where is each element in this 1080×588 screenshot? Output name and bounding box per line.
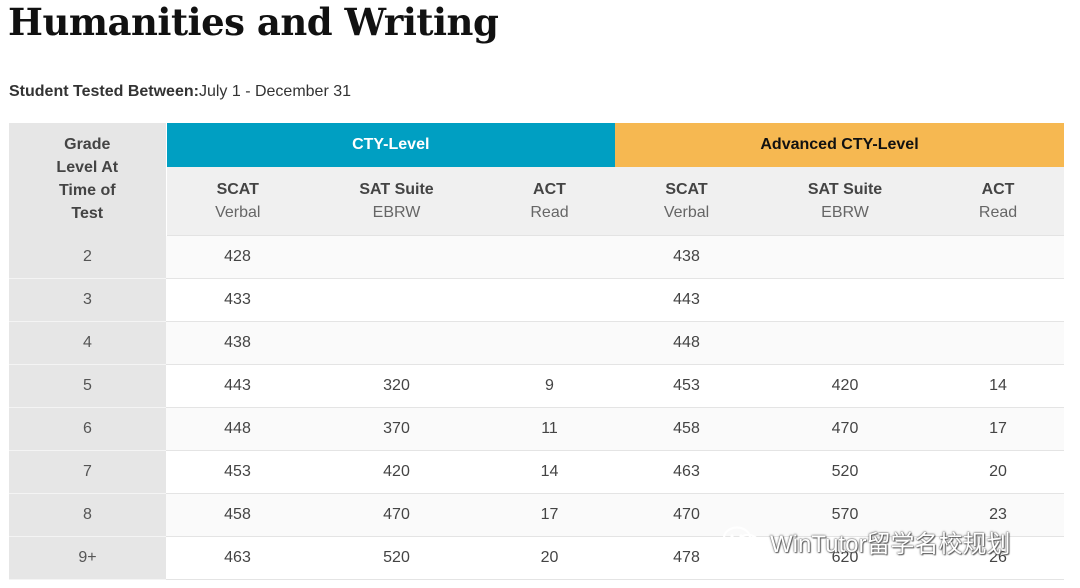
- column-header-subtitle: Verbal: [215, 204, 261, 221]
- score-cell: 470: [758, 407, 932, 451]
- column-header: SAT Suite EBRW: [309, 167, 484, 236]
- score-cell: 520: [758, 450, 932, 494]
- score-cell: [484, 278, 615, 322]
- score-cell: [758, 235, 932, 279]
- page-title: Humanities and Writing: [8, 0, 499, 44]
- score-cell: [758, 278, 932, 322]
- column-header: SCAT Verbal: [166, 167, 309, 236]
- column-header-title: SAT Suite: [359, 181, 434, 198]
- score-cell: 443: [166, 364, 309, 408]
- score-cell: 448: [615, 321, 758, 365]
- score-cell: 370: [309, 407, 484, 451]
- score-cell: 14: [932, 364, 1065, 408]
- grade-cell: 7: [9, 450, 166, 494]
- tested-value: July 1 - December 31: [198, 83, 352, 100]
- column-header-subtitle: EBRW: [372, 204, 421, 221]
- score-cell: 433: [166, 278, 309, 322]
- score-cell: [309, 235, 484, 279]
- column-header-subtitle: Read: [978, 204, 1018, 221]
- score-cell: 23: [932, 493, 1065, 537]
- score-cell: [309, 278, 484, 322]
- column-header-subtitle: EBRW: [821, 204, 869, 221]
- score-table: Grade Level At Time of Test CTY-Level Ad…: [9, 123, 1065, 580]
- grade-cell: 5: [9, 364, 166, 408]
- tested-between: Student Tested Between:July 1 - December…: [9, 83, 351, 101]
- score-cell: 470: [615, 493, 758, 537]
- grade-column-header: Grade Level At Time of Test: [9, 123, 167, 236]
- score-cell: 448: [166, 407, 309, 451]
- table-row: 3 433 443: [9, 278, 1065, 322]
- score-cell: 520: [309, 536, 484, 580]
- cty-level-header: CTY-Level: [166, 123, 615, 167]
- score-cell: 453: [166, 450, 309, 494]
- score-cell: 438: [166, 321, 309, 365]
- score-cell: 428: [166, 235, 309, 279]
- score-cell: 17: [484, 493, 615, 537]
- column-header-title: SCAT: [216, 181, 259, 198]
- grade-cell: 6: [9, 407, 166, 451]
- grade-cell: 2: [9, 235, 166, 279]
- score-cell: 11: [484, 407, 615, 451]
- score-cell: 20: [932, 450, 1065, 494]
- score-cell: 570: [758, 493, 932, 537]
- table-row: 4 438 448: [9, 321, 1065, 365]
- score-cell: 463: [615, 450, 758, 494]
- column-header: SCAT Verbal: [615, 167, 758, 236]
- table-row: 8 458 470 17 470 570 23: [9, 493, 1065, 537]
- score-cell: 478: [615, 536, 758, 580]
- table-row: 7 453 420 14 463 520 20: [9, 450, 1065, 494]
- score-cell: 320: [309, 364, 484, 408]
- score-cell: [484, 235, 615, 279]
- score-cell: 458: [166, 493, 309, 537]
- column-header-title: SCAT: [665, 181, 708, 198]
- score-cell: 420: [758, 364, 932, 408]
- column-header-title: SAT Suite: [807, 181, 883, 198]
- score-cell: 9: [484, 364, 615, 408]
- score-cell: 453: [615, 364, 758, 408]
- score-cell: 463: [166, 536, 309, 580]
- grade-cell: 9+: [9, 536, 166, 580]
- advanced-cty-level-header: Advanced CTY-Level: [615, 123, 1065, 167]
- table-row: 2 428 438: [9, 235, 1065, 279]
- grade-cell: 3: [9, 278, 166, 322]
- grade-cell: 8: [9, 493, 166, 537]
- score-cell: 470: [309, 493, 484, 537]
- column-header-title: ACT: [533, 181, 566, 198]
- score-cell: 620: [758, 536, 932, 580]
- score-cell: 14: [484, 450, 615, 494]
- tested-label: Student Tested Between:: [9, 83, 199, 100]
- score-cell: [932, 278, 1065, 322]
- score-cell: 443: [615, 278, 758, 322]
- column-header-subtitle: Read: [530, 204, 569, 221]
- table-row: 6 448 370 11 458 470 17: [9, 407, 1065, 451]
- column-header: SAT Suite EBRW: [758, 167, 932, 236]
- score-cell: 26: [932, 536, 1065, 580]
- score-cell: [758, 321, 932, 365]
- column-header-subtitle: Verbal: [663, 204, 710, 221]
- score-cell: 20: [484, 536, 615, 580]
- score-cell: [932, 321, 1065, 365]
- grade-cell: 4: [9, 321, 166, 365]
- column-header: ACT Read: [932, 167, 1065, 236]
- score-cell: 17: [932, 407, 1065, 451]
- score-cell: [484, 321, 615, 365]
- score-cell: [309, 321, 484, 365]
- column-header-title: ACT: [981, 181, 1015, 198]
- table-row: 9+ 463 520 20 478 620 26: [9, 536, 1065, 580]
- score-cell: 438: [615, 235, 758, 279]
- score-cell: 458: [615, 407, 758, 451]
- score-cell: 420: [309, 450, 484, 494]
- score-cell: [932, 235, 1065, 279]
- table-row: 5 443 320 9 453 420 14: [9, 364, 1065, 408]
- column-header: ACT Read: [484, 167, 615, 236]
